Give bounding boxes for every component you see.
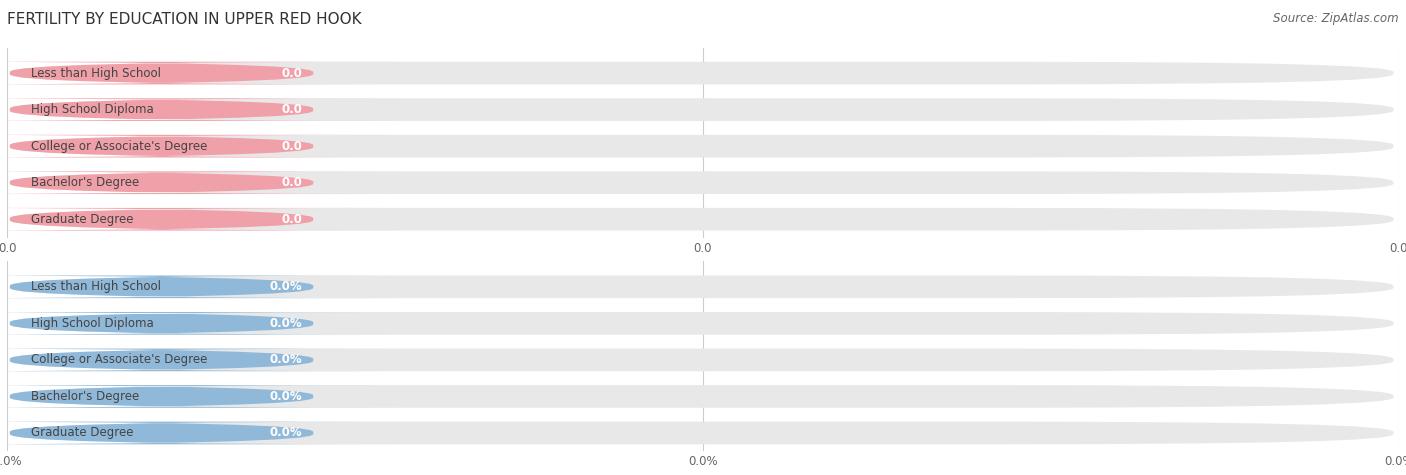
Text: 0.0: 0.0 — [281, 176, 302, 189]
FancyBboxPatch shape — [0, 276, 398, 298]
FancyBboxPatch shape — [10, 276, 1393, 298]
FancyBboxPatch shape — [10, 171, 1393, 194]
FancyBboxPatch shape — [10, 385, 1393, 408]
FancyBboxPatch shape — [0, 62, 398, 85]
FancyBboxPatch shape — [0, 98, 398, 121]
Text: Less than High School: Less than High School — [31, 280, 160, 294]
Text: 0.0%: 0.0% — [270, 280, 302, 294]
FancyBboxPatch shape — [0, 349, 398, 371]
Text: College or Associate's Degree: College or Associate's Degree — [31, 140, 207, 152]
FancyBboxPatch shape — [10, 312, 1393, 335]
Text: Graduate Degree: Graduate Degree — [31, 427, 134, 439]
Text: Source: ZipAtlas.com: Source: ZipAtlas.com — [1274, 12, 1399, 25]
FancyBboxPatch shape — [10, 349, 1393, 371]
Text: 0.0: 0.0 — [281, 66, 302, 80]
FancyBboxPatch shape — [0, 422, 398, 444]
Text: Bachelor's Degree: Bachelor's Degree — [31, 176, 139, 189]
Text: Less than High School: Less than High School — [31, 66, 160, 80]
Text: Bachelor's Degree: Bachelor's Degree — [31, 390, 139, 403]
Text: 0.0%: 0.0% — [270, 317, 302, 330]
FancyBboxPatch shape — [10, 135, 1393, 158]
Text: 0.0%: 0.0% — [270, 427, 302, 439]
FancyBboxPatch shape — [0, 312, 398, 335]
FancyBboxPatch shape — [10, 422, 1393, 444]
Text: High School Diploma: High School Diploma — [31, 103, 153, 116]
Text: 0.0%: 0.0% — [270, 353, 302, 366]
Text: 0.0: 0.0 — [281, 140, 302, 152]
FancyBboxPatch shape — [0, 135, 398, 158]
Text: 0.0: 0.0 — [281, 213, 302, 226]
Text: High School Diploma: High School Diploma — [31, 317, 153, 330]
Text: College or Associate's Degree: College or Associate's Degree — [31, 353, 207, 366]
FancyBboxPatch shape — [10, 98, 1393, 121]
FancyBboxPatch shape — [0, 208, 398, 230]
Text: FERTILITY BY EDUCATION IN UPPER RED HOOK: FERTILITY BY EDUCATION IN UPPER RED HOOK — [7, 12, 361, 27]
FancyBboxPatch shape — [10, 62, 1393, 85]
FancyBboxPatch shape — [0, 171, 398, 194]
Text: 0.0%: 0.0% — [270, 390, 302, 403]
Text: 0.0: 0.0 — [281, 103, 302, 116]
FancyBboxPatch shape — [10, 208, 1393, 230]
Text: Graduate Degree: Graduate Degree — [31, 213, 134, 226]
FancyBboxPatch shape — [0, 385, 398, 408]
